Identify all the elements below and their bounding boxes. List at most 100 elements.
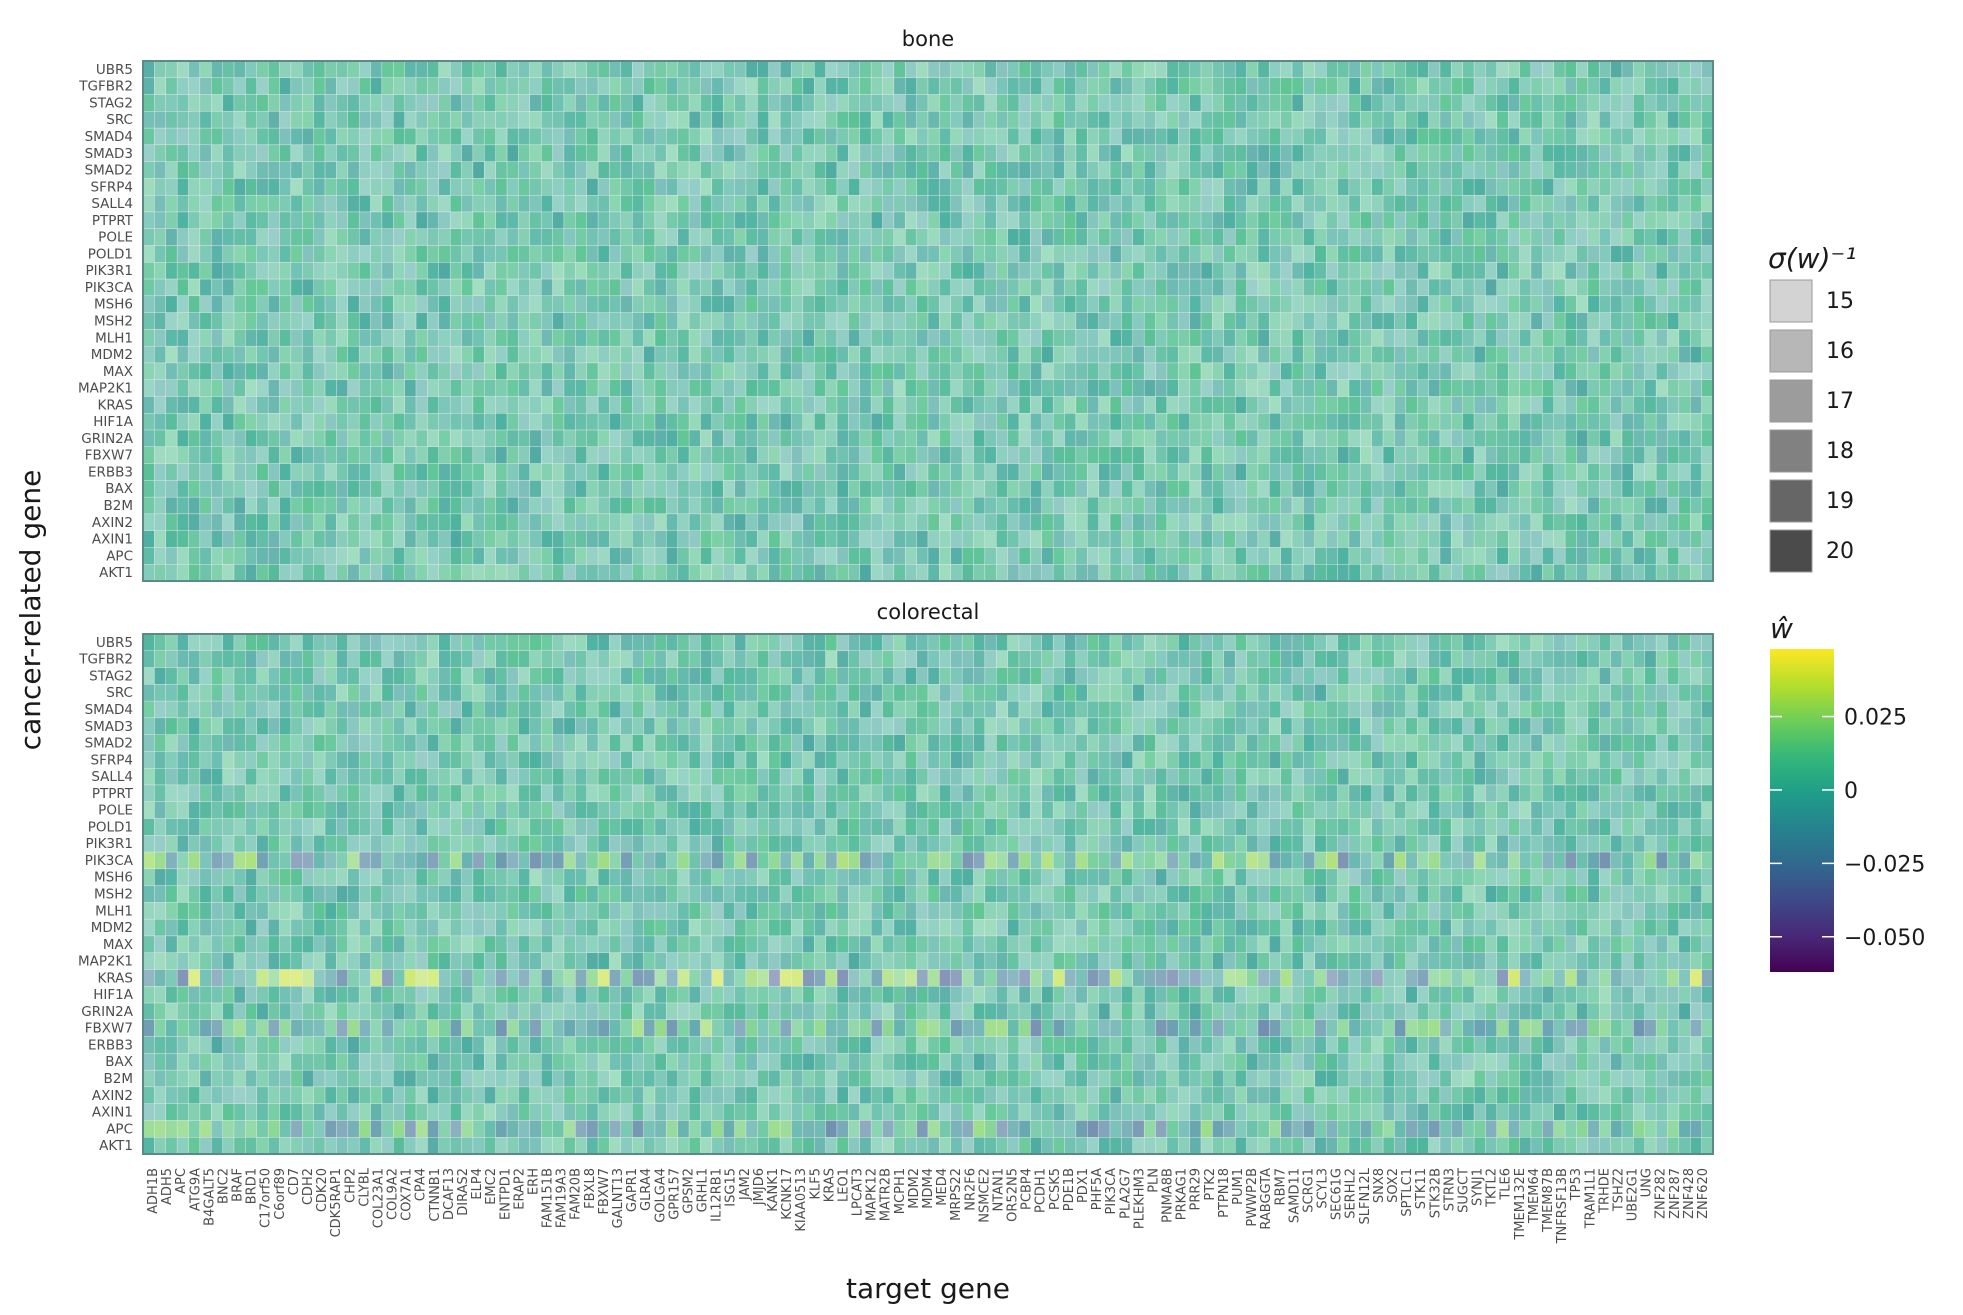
heatmap-cell bbox=[506, 94, 519, 112]
heatmap-cell bbox=[643, 446, 656, 464]
heatmap-cell bbox=[1223, 650, 1236, 668]
heatmap-cell bbox=[1644, 329, 1657, 347]
heatmap-cell bbox=[540, 295, 553, 313]
heatmap-cell bbox=[1166, 362, 1179, 380]
heatmap-cell bbox=[552, 429, 565, 448]
heatmap-cell bbox=[575, 700, 587, 719]
heatmap-cell bbox=[1701, 480, 1714, 498]
heatmap-cell bbox=[1439, 329, 1452, 347]
heatmap-cell bbox=[449, 429, 462, 448]
heatmap-cell bbox=[1166, 513, 1179, 531]
heatmap-cell bbox=[836, 413, 849, 431]
heatmap-cell bbox=[1644, 345, 1657, 364]
heatmap-cell bbox=[1132, 345, 1145, 364]
heatmap-cell bbox=[1439, 127, 1452, 146]
heatmap-cell bbox=[859, 312, 872, 330]
heatmap-cell bbox=[1621, 262, 1634, 280]
heatmap-cell bbox=[1644, 564, 1657, 582]
heatmap-cell bbox=[859, 564, 872, 582]
heatmap-cell bbox=[1348, 211, 1361, 229]
heatmap-cell bbox=[142, 144, 155, 162]
heatmap-cell bbox=[882, 312, 895, 330]
heatmap-cell bbox=[1587, 684, 1600, 702]
heatmap-cell bbox=[1610, 228, 1623, 246]
heatmap-cell bbox=[984, 312, 997, 330]
heatmap-cell bbox=[711, 228, 724, 246]
heatmap-cell bbox=[1416, 496, 1429, 515]
heatmap-cell bbox=[518, 633, 531, 652]
heatmap-cell bbox=[961, 60, 974, 79]
heatmap-cell bbox=[1052, 446, 1065, 464]
heatmap-cell bbox=[1246, 295, 1259, 313]
heatmap-cell bbox=[313, 111, 326, 129]
heatmap-cell bbox=[1257, 633, 1270, 652]
heatmap-cell bbox=[176, 211, 189, 229]
heatmap-cell bbox=[449, 228, 462, 246]
heatmap-cell bbox=[449, 379, 462, 397]
heatmap-cell bbox=[313, 295, 326, 313]
heatmap-cell bbox=[1428, 127, 1441, 146]
heatmap-cell bbox=[1337, 295, 1350, 313]
heatmap-cell bbox=[1667, 413, 1680, 431]
heatmap-cell bbox=[1280, 329, 1293, 347]
heatmap-cell bbox=[1610, 312, 1623, 330]
heatmap-cell bbox=[1439, 667, 1452, 685]
heatmap-cell bbox=[222, 144, 235, 162]
heatmap-cell bbox=[1508, 496, 1520, 515]
heatmap-cell bbox=[1576, 278, 1589, 297]
heatmap-cell bbox=[370, 547, 383, 565]
heatmap-cell bbox=[438, 211, 451, 229]
heatmap-cell bbox=[165, 513, 178, 531]
heatmap-cell bbox=[939, 429, 952, 448]
heatmap-cell bbox=[1189, 379, 1202, 397]
heatmap-cell bbox=[1587, 446, 1600, 464]
heatmap-cell bbox=[1030, 446, 1043, 464]
heatmap-cell bbox=[1166, 178, 1179, 196]
heatmap-cell bbox=[757, 530, 769, 548]
heatmap-cell bbox=[882, 345, 895, 364]
heatmap-cell bbox=[1303, 111, 1316, 129]
heatmap-cell bbox=[1189, 178, 1202, 196]
heatmap-cell bbox=[961, 178, 974, 196]
heatmap-cell bbox=[1428, 329, 1441, 347]
heatmap-cell bbox=[484, 295, 496, 313]
heatmap-cell bbox=[358, 262, 371, 280]
heatmap-cell bbox=[916, 94, 929, 112]
facet-title: colorectal bbox=[877, 600, 980, 624]
heatmap-cell bbox=[1451, 667, 1463, 685]
heatmap-cell bbox=[449, 295, 462, 313]
heatmap-cell bbox=[1473, 513, 1486, 531]
heatmap-cell bbox=[939, 564, 952, 582]
heatmap-cell bbox=[1143, 295, 1156, 313]
heatmap-cell bbox=[723, 530, 735, 548]
heatmap-cell bbox=[290, 278, 303, 297]
heatmap-cell bbox=[1701, 547, 1714, 565]
heatmap-cell bbox=[905, 329, 917, 347]
heatmap-cell bbox=[870, 295, 883, 313]
heatmap-cell bbox=[1382, 379, 1395, 397]
heatmap-cell bbox=[1587, 144, 1600, 162]
heatmap-cell bbox=[905, 700, 917, 719]
heatmap-cell bbox=[1621, 446, 1634, 464]
heatmap-cell bbox=[199, 496, 212, 515]
heatmap-cell bbox=[1667, 262, 1680, 280]
heatmap-cell bbox=[1655, 245, 1668, 263]
heatmap-cell bbox=[1098, 60, 1111, 79]
heatmap-cell bbox=[267, 513, 280, 531]
heatmap-cell bbox=[267, 211, 280, 229]
heatmap-cell bbox=[1223, 396, 1236, 414]
heatmap-cell bbox=[1280, 379, 1293, 397]
heatmap-cell bbox=[1473, 530, 1486, 548]
heatmap-cell bbox=[1200, 295, 1213, 313]
heatmap-cell bbox=[1701, 245, 1714, 263]
heatmap-cell bbox=[950, 278, 963, 297]
heatmap-cell bbox=[768, 446, 781, 464]
heatmap-cell bbox=[404, 480, 417, 498]
heatmap-cell bbox=[1394, 413, 1407, 431]
heatmap-cell bbox=[586, 700, 599, 719]
heatmap-cell bbox=[1178, 77, 1190, 95]
heatmap-cell bbox=[1052, 429, 1065, 448]
heatmap-cell bbox=[1508, 667, 1520, 685]
heatmap-cell bbox=[677, 77, 690, 95]
heatmap-cell bbox=[1382, 144, 1395, 162]
